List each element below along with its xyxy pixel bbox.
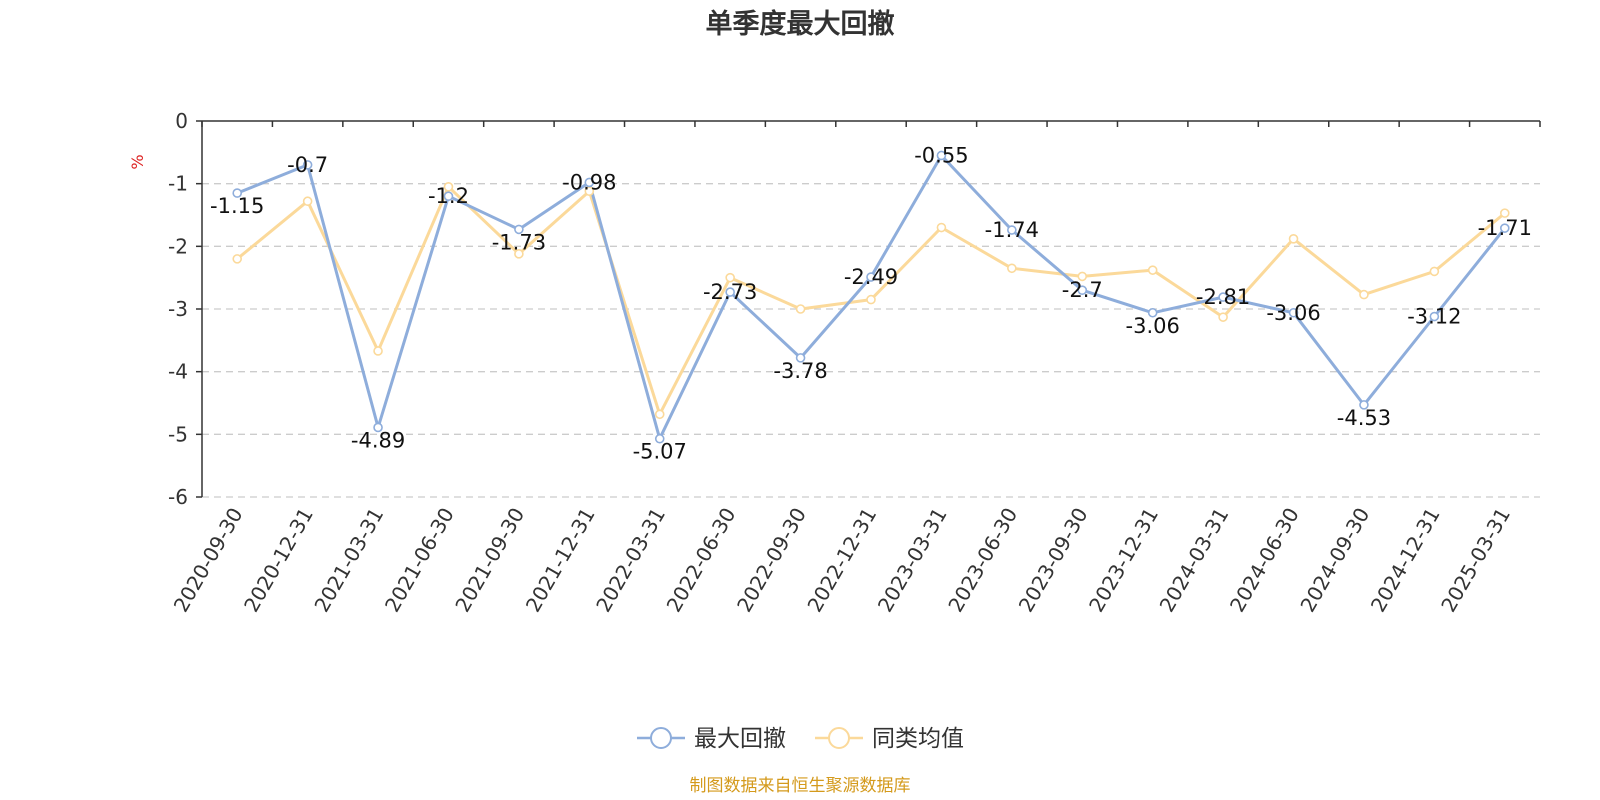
x-tick-label: 2022-09-30	[732, 504, 811, 617]
data-point	[654, 433, 665, 444]
data-point	[795, 304, 806, 314]
x-tick-label: 2022-06-30	[662, 504, 741, 617]
data-point	[1077, 285, 1088, 296]
data-point	[584, 177, 595, 188]
series-points	[232, 150, 1510, 444]
data-label: -3.06	[1266, 301, 1320, 325]
x-tick-label: 2024-06-30	[1225, 504, 1304, 617]
y-axis-unit: %	[128, 154, 147, 169]
data-label: -2.7	[1062, 278, 1103, 302]
y-tick-label: -1	[168, 172, 188, 196]
y-tick-label: -6	[168, 485, 188, 509]
legend[interactable]: 最大回撤 同类均值	[637, 726, 964, 752]
x-tick-label: 2022-03-31	[591, 504, 670, 617]
legend-label: 同类均值	[872, 726, 964, 752]
data-label: -1.71	[1478, 216, 1532, 240]
x-tick-label: 2021-09-30	[450, 504, 529, 617]
x-tick-label: 2023-03-31	[873, 504, 952, 617]
x-tick-label: 2023-06-30	[943, 503, 1022, 616]
data-point	[1499, 208, 1510, 218]
data-point	[443, 191, 454, 201]
data-label: -0.7	[287, 153, 328, 177]
data-label: -4.53	[1337, 406, 1391, 430]
data-label: -5.07	[633, 440, 687, 464]
y-tick-label: 0	[175, 109, 188, 133]
data-point	[443, 182, 454, 192]
data-point	[1077, 271, 1088, 282]
x-tick-label: 2023-09-30	[1014, 504, 1093, 617]
x-axis-ticks: 2020-09-302020-12-312021-03-312021-06-30…	[169, 503, 1515, 616]
legend-marker	[650, 727, 672, 749]
data-point	[1218, 292, 1228, 302]
data-label: -1.2	[428, 184, 469, 208]
data-point	[1499, 223, 1510, 233]
data-point	[1007, 263, 1017, 274]
data-point	[936, 150, 947, 161]
data-point	[1288, 234, 1299, 244]
data-point	[866, 272, 876, 282]
data-point	[302, 196, 313, 207]
data-label: -3.78	[773, 359, 827, 383]
data-point	[1359, 289, 1369, 300]
data-point	[232, 188, 243, 198]
data-label: -3.06	[1126, 314, 1180, 338]
x-tick-label: 2024-12-31	[1366, 504, 1445, 617]
grid-lines	[202, 183, 1540, 498]
data-label: -2.73	[703, 280, 757, 304]
data-point	[1147, 307, 1158, 318]
data-label: -0.55	[914, 143, 968, 167]
data-label: -3.12	[1407, 305, 1461, 329]
y-tick-label: -2	[168, 234, 188, 258]
x-tick-label: 2020-12-31	[239, 504, 318, 617]
data-point	[1288, 307, 1299, 318]
x-tick-label: 2024-03-31	[1155, 504, 1234, 617]
legend-marker	[828, 727, 850, 749]
data-point	[232, 254, 243, 264]
data-point	[654, 409, 665, 420]
y-tick-label: -5	[168, 422, 188, 446]
source-note: 制图数据来自恒生聚源数据库	[690, 776, 911, 796]
data-label: -2.81	[1196, 285, 1250, 309]
x-tick-label: 2021-06-30	[380, 504, 459, 617]
legend-item-1[interactable]: 同类均值	[815, 726, 964, 752]
x-tick-label: 2023-12-31	[1084, 504, 1163, 617]
data-point	[1359, 400, 1369, 410]
x-tick-label: 2020-09-30	[169, 504, 248, 617]
data-label: -1.74	[985, 218, 1039, 242]
data-label: -0.98	[562, 170, 616, 194]
axes	[196, 120, 1541, 498]
data-point	[866, 294, 876, 305]
y-axis-ticks: 0 -1 -2 -3 -4 -5 -6	[168, 109, 188, 509]
data-label: -1.73	[492, 230, 546, 254]
x-tick-label: 2025-03-31	[1436, 504, 1515, 617]
x-tick-label: 2021-03-31	[309, 504, 388, 617]
data-point	[1429, 311, 1440, 322]
data-point	[936, 222, 947, 233]
data-point	[1147, 265, 1158, 275]
x-tick-label: 2024-09-30	[1295, 504, 1374, 617]
data-label: -4.89	[351, 428, 405, 452]
data-point	[725, 272, 735, 283]
data-point	[373, 422, 383, 433]
data-point	[795, 353, 806, 363]
data-point	[725, 287, 735, 297]
data-point	[514, 249, 524, 259]
data-labels: -1.15 -0.7 -4.89 -1.2 -1.73 -0.98 -5.07 -2.73 -3…	[210, 143, 1532, 463]
x-tick-label: 2022-12-31	[802, 504, 881, 617]
data-point	[302, 160, 313, 170]
y-tick-label: -3	[168, 297, 188, 321]
data-point	[1007, 225, 1017, 235]
y-tick-label: -4	[168, 360, 188, 384]
legend-item-0[interactable]: 最大回撤	[637, 726, 786, 752]
x-tick-label: 2021-12-31	[521, 504, 600, 617]
chart-title: 单季度最大回撤	[706, 8, 895, 40]
data-label: -2.49	[844, 265, 898, 289]
data-point	[373, 346, 383, 356]
data-point	[1218, 312, 1228, 322]
data-point	[1429, 266, 1440, 277]
data-point	[514, 224, 524, 235]
data-label: -1.15	[210, 194, 264, 218]
legend-label: 最大回撤	[694, 726, 786, 752]
